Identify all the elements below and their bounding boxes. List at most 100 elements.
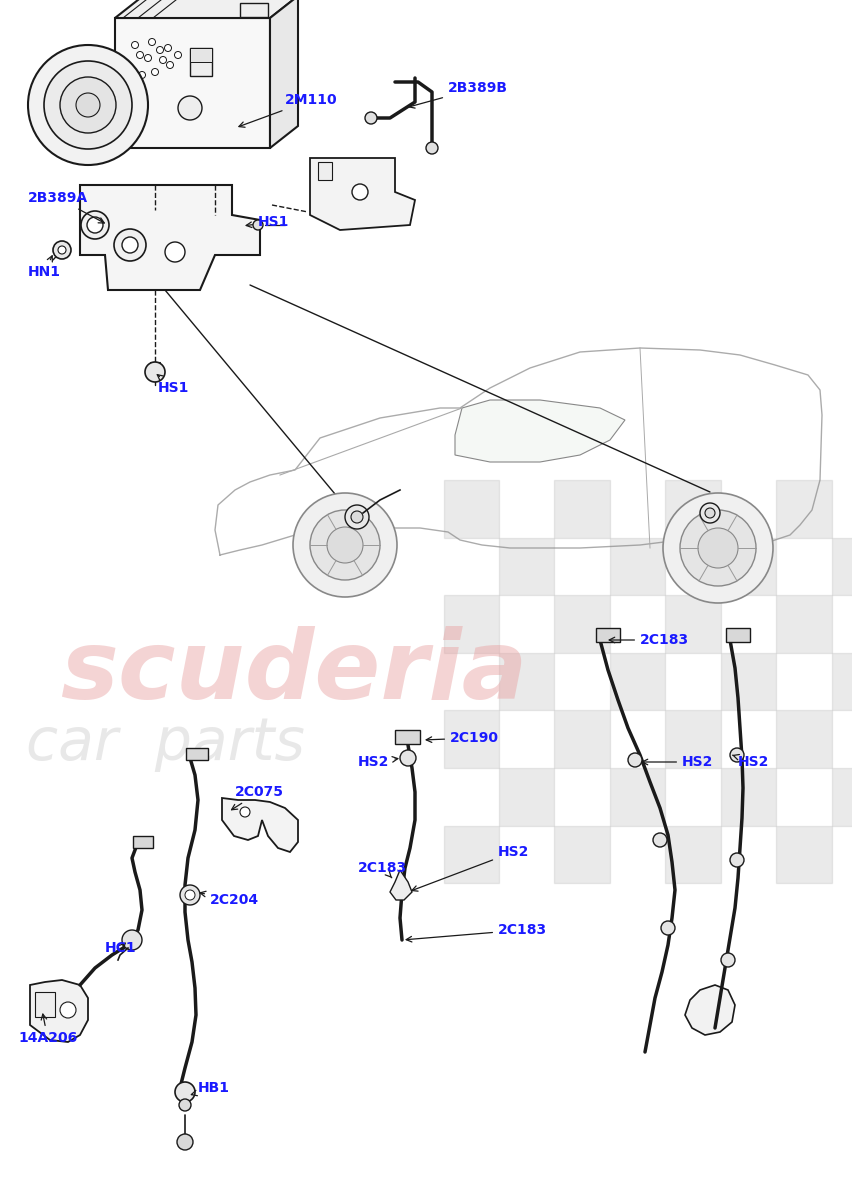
Circle shape [365,112,377,124]
Bar [394,730,419,744]
Bar [609,653,665,710]
Bar [239,2,268,17]
Polygon shape [454,400,625,462]
Bar [720,768,775,826]
Circle shape [159,56,166,64]
Bar [186,748,208,760]
Bar [554,826,609,883]
Bar [443,826,498,883]
Bar [775,826,831,883]
Bar [554,710,609,768]
Circle shape [58,246,66,254]
Bar [554,480,609,538]
Polygon shape [222,798,297,852]
Bar [190,48,212,76]
Polygon shape [80,185,260,290]
Text: HN1: HN1 [28,256,61,278]
Bar [35,992,55,1018]
Circle shape [60,77,116,133]
Text: HB1: HB1 [191,1081,230,1096]
Circle shape [148,38,155,46]
Text: 14A206: 14A206 [18,1014,78,1045]
Circle shape [178,96,202,120]
Circle shape [185,890,195,900]
Circle shape [400,750,416,766]
Text: 2C183: 2C183 [406,923,546,942]
Text: HS1: HS1 [157,374,189,395]
Bar [665,710,720,768]
Text: 2C190: 2C190 [426,731,498,745]
Polygon shape [115,0,297,18]
Polygon shape [30,980,88,1042]
Text: 2B389B: 2B389B [409,80,508,108]
Text: HS2: HS2 [358,755,397,769]
Circle shape [164,242,185,262]
Circle shape [138,72,146,78]
Circle shape [679,510,755,586]
Text: 2C183: 2C183 [358,862,406,877]
Circle shape [179,1099,191,1111]
Circle shape [156,47,164,54]
Circle shape [114,229,146,260]
Bar [725,628,749,642]
Text: HS1: HS1 [246,215,289,229]
Bar [498,538,554,595]
Circle shape [131,42,138,48]
Text: HS2: HS2 [732,755,769,769]
Bar [609,768,665,826]
Circle shape [122,236,138,253]
Bar [318,162,331,180]
Bar [115,18,270,148]
Bar [665,826,720,883]
Circle shape [292,493,396,596]
Circle shape [309,510,379,580]
Circle shape [253,220,262,230]
Circle shape [136,52,143,59]
Bar [554,595,609,653]
Circle shape [326,527,363,563]
Circle shape [76,92,100,116]
Polygon shape [309,158,415,230]
Circle shape [60,1002,76,1018]
Bar [720,538,775,595]
Text: car  parts: car parts [26,715,304,773]
Circle shape [720,953,734,967]
Circle shape [729,853,743,866]
Circle shape [344,505,369,529]
Bar [831,768,852,826]
Bar [443,480,498,538]
Circle shape [122,930,141,950]
Bar [720,653,775,710]
Bar [190,48,212,62]
Bar [498,653,554,710]
Circle shape [53,241,71,259]
Text: 2M110: 2M110 [239,92,337,127]
Circle shape [28,44,148,164]
Circle shape [350,511,363,523]
Circle shape [166,61,173,68]
Circle shape [627,754,642,767]
Bar [831,538,852,595]
Circle shape [425,142,437,154]
Polygon shape [684,985,734,1034]
Circle shape [81,211,109,239]
Bar [775,480,831,538]
Bar [665,595,720,653]
Bar [596,628,619,642]
Circle shape [145,362,164,382]
Circle shape [729,748,743,762]
Text: HC1: HC1 [105,941,136,955]
Bar [775,710,831,768]
Text: 2C204: 2C204 [200,892,259,907]
Circle shape [660,922,674,935]
Circle shape [239,806,250,817]
Text: 2C183: 2C183 [608,634,688,647]
Circle shape [164,44,171,52]
Circle shape [87,217,103,233]
Circle shape [180,886,199,905]
Text: HS2: HS2 [642,755,712,769]
Polygon shape [270,0,297,148]
Circle shape [152,68,158,76]
Circle shape [704,508,714,518]
Text: scuderia: scuderia [60,625,527,719]
